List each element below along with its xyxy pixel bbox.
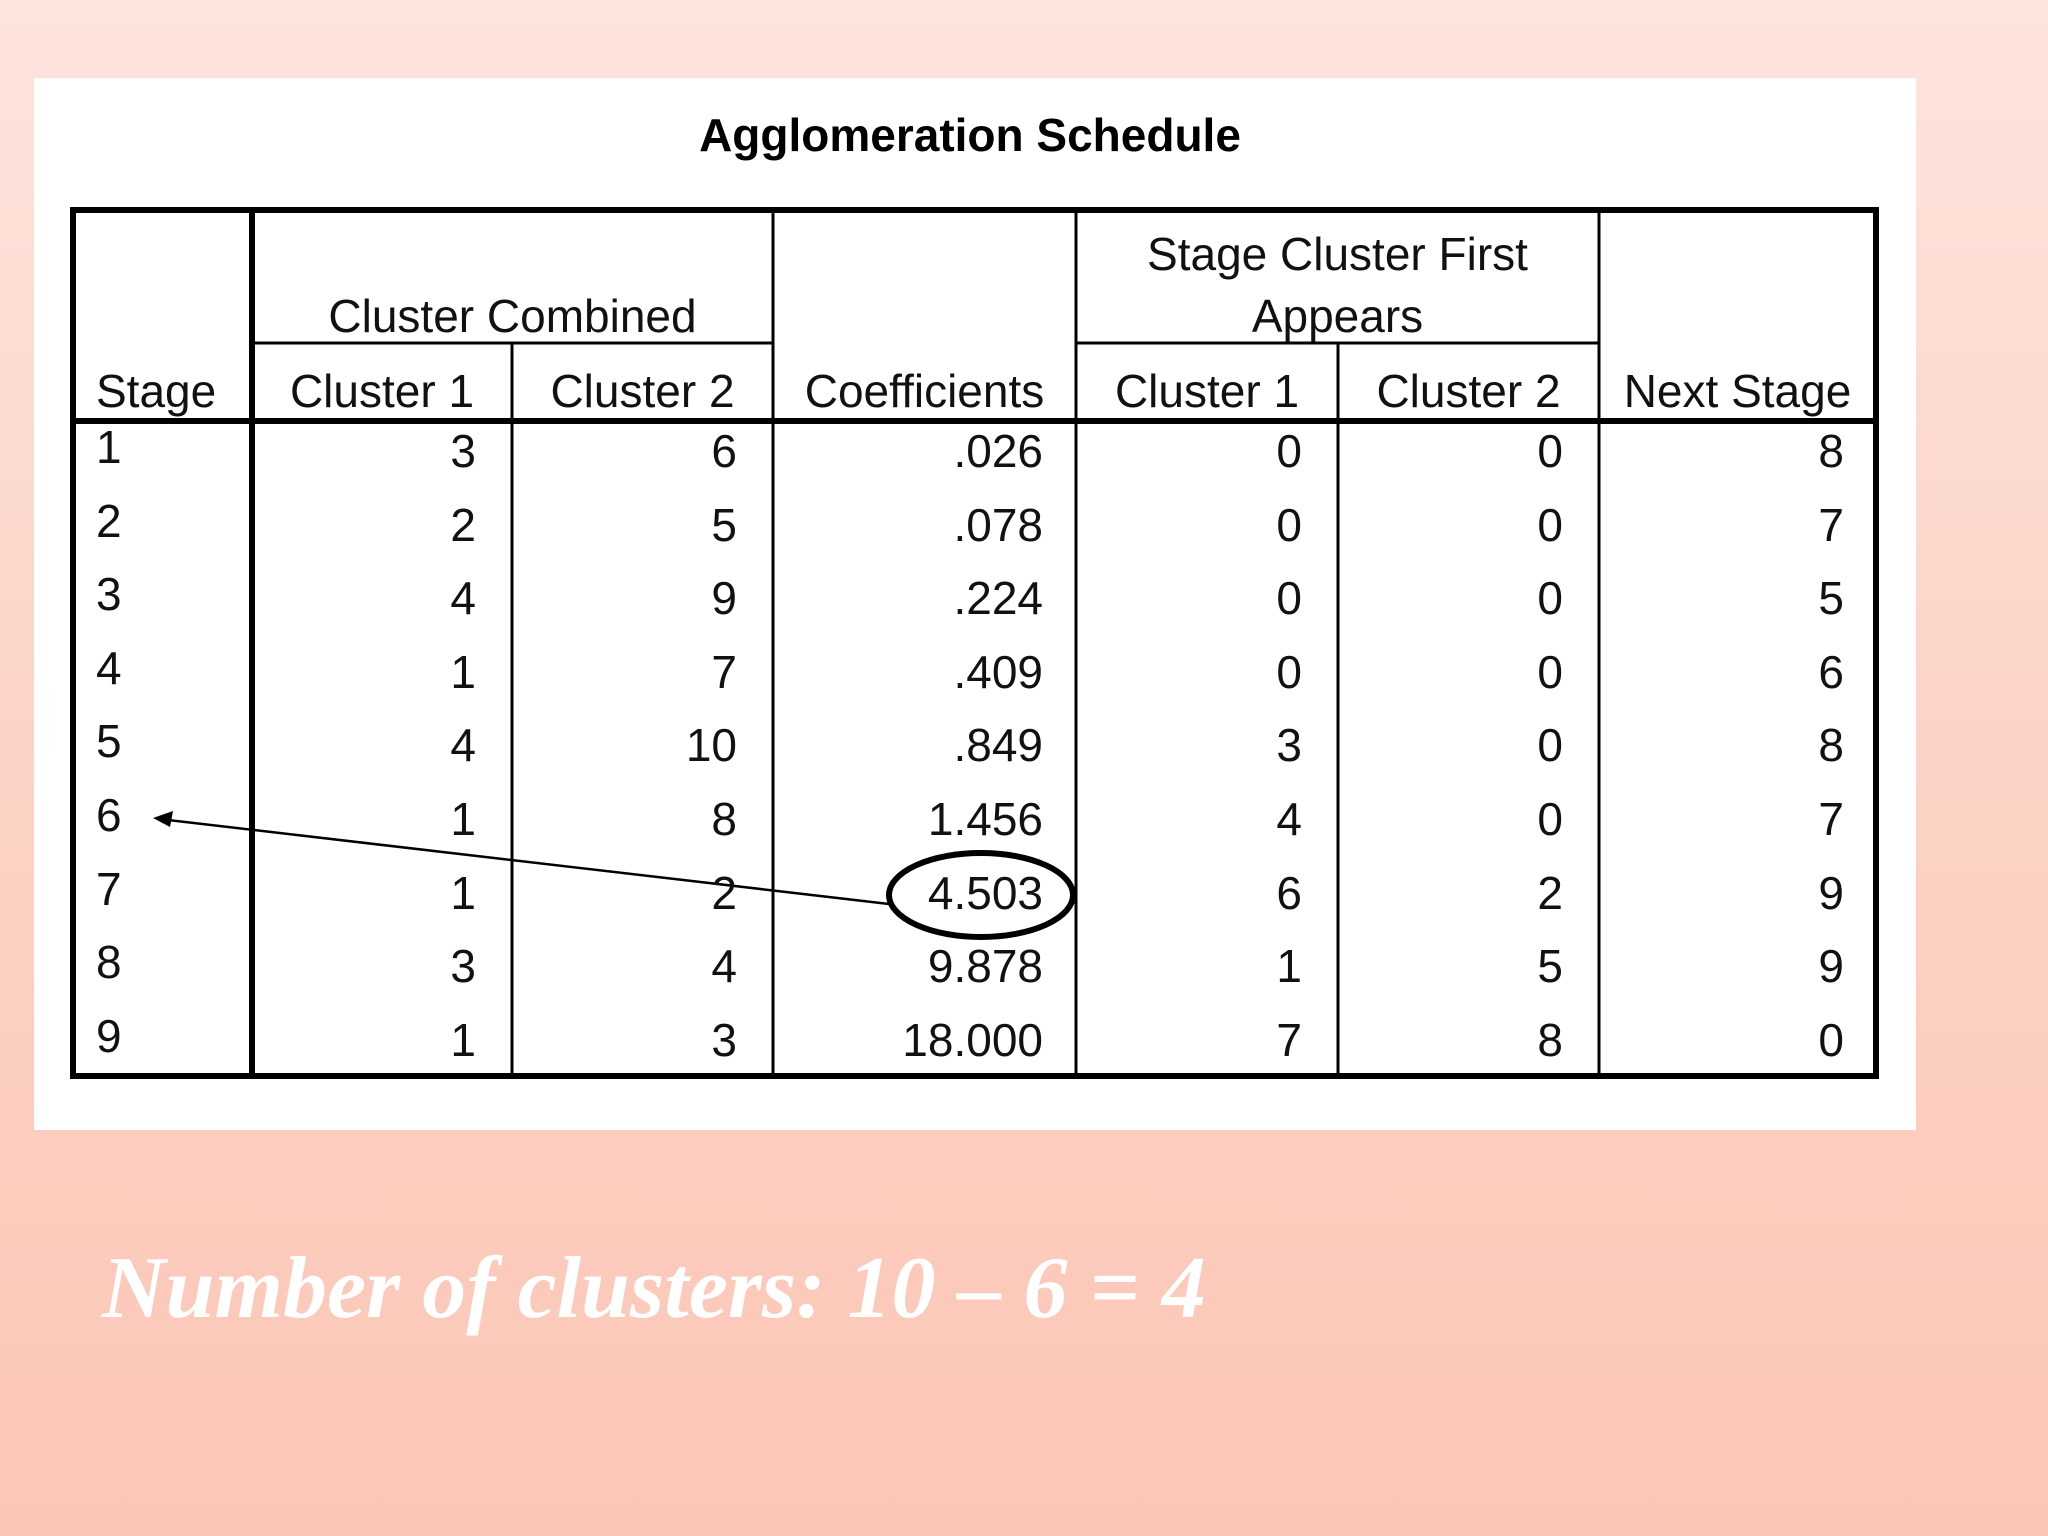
cell-s2-row-3: 0 (1537, 572, 1563, 625)
cell-coef-row-8: 9.878 (927, 940, 1043, 993)
cell-next-row-9: 0 (1818, 1013, 1844, 1066)
cell-next-row-8: 9 (1818, 940, 1844, 993)
cell-stage-row-4: 4 (96, 641, 122, 694)
cell-s1-row-6: 4 (1276, 793, 1302, 845)
cell-c2-row-3: 9 (711, 572, 737, 625)
cell-coef-row-4: .409 (953, 645, 1043, 698)
cell-s1-row-7: 6 (1276, 866, 1302, 919)
cell-s1-row-8: 1 (1276, 940, 1302, 993)
header-stage-cluster-first-line2: Appears (1251, 290, 1424, 342)
header-next-stage: Next Stage (1623, 365, 1852, 417)
header-stage: Stage (96, 365, 217, 417)
table-title: Agglomeration Schedule (699, 109, 1241, 161)
cell-next-row-2: 7 (1818, 498, 1844, 551)
cell-stage-row-3: 3 (96, 568, 122, 621)
cell-s1-row-3: 0 (1276, 572, 1302, 625)
table-panel (34, 78, 1916, 1130)
header-stage-cluster-first-line1: Stage Cluster First (1147, 228, 1528, 280)
cell-s2-row-7: 2 (1537, 866, 1563, 919)
header-coefficients: Coefficients (804, 365, 1045, 417)
cell-c1-row-9: 1 (450, 1013, 476, 1066)
cell-coef-row-3: .224 (953, 572, 1043, 625)
header-cc-cluster-1: Cluster 1 (289, 365, 475, 417)
cell-s1-row-5: 3 (1276, 719, 1302, 772)
header-cc-cluster-2: Cluster 2 (550, 365, 735, 417)
cell-c2-row-4: 7 (711, 645, 737, 698)
cell-s2-row-4: 0 (1537, 645, 1563, 698)
cell-coef-row-7: 4.503 (927, 866, 1043, 919)
header-sc-cluster-1: Cluster 1 (1114, 365, 1300, 417)
cell-c1-row-7: 1 (450, 866, 476, 919)
cell-c1-row-4: 1 (450, 645, 476, 698)
cell-c1-row-1: 3 (450, 425, 476, 477)
cell-s2-row-5: 0 (1537, 719, 1563, 772)
cell-next-row-1: 8 (1818, 425, 1844, 477)
cell-s2-row-2: 0 (1537, 498, 1563, 551)
cell-c1-row-2: 2 (450, 498, 476, 551)
cell-next-row-3: 5 (1818, 572, 1844, 625)
cell-stage-row-7: 7 (96, 862, 122, 915)
cell-next-row-5: 8 (1818, 719, 1844, 772)
cell-c1-row-5: 4 (450, 719, 476, 772)
cell-s1-row-2: 0 (1276, 498, 1302, 551)
cell-s2-row-8: 5 (1537, 940, 1563, 993)
cell-c2-row-7: 2 (711, 866, 737, 919)
annotation-arrow (167, 818, 890, 906)
cell-stage-row-8: 8 (96, 936, 122, 989)
cell-stage-row-5: 5 (96, 715, 122, 768)
cell-next-row-7: 9 (1818, 866, 1844, 919)
cell-s1-row-9: 7 (1276, 1013, 1302, 1066)
cell-s2-row-1: 0 (1537, 425, 1563, 477)
arrow-head (153, 811, 173, 827)
cell-c2-row-9: 3 (711, 1013, 737, 1066)
cell-stage-row-9: 9 (96, 1009, 122, 1062)
cell-stage-row-1: 1 (96, 421, 122, 473)
header-cluster-combined: Cluster Combined (328, 290, 697, 342)
header-sc-cluster-2: Cluster 2 (1376, 365, 1561, 417)
cell-c2-row-1: 6 (711, 425, 737, 477)
cell-c2-row-5: 10 (685, 719, 737, 772)
cell-coef-row-2: .078 (953, 498, 1043, 551)
cell-coef-row-1: .026 (953, 425, 1043, 477)
cell-coef-row-6: 1.456 (927, 793, 1043, 845)
cell-c2-row-8: 4 (711, 940, 737, 993)
cell-s2-row-6: 0 (1537, 793, 1563, 845)
cell-s1-row-4: 0 (1276, 645, 1302, 698)
cell-next-row-4: 6 (1818, 645, 1844, 698)
cell-s1-row-1: 0 (1276, 425, 1302, 477)
cell-coef-row-9: 18.000 (902, 1013, 1043, 1066)
cell-stage-row-2: 2 (96, 494, 122, 547)
cell-coef-row-5: .849 (953, 719, 1043, 772)
caption-text: Number of clusters: 10 – 6 = 4 (102, 1240, 1206, 1337)
cell-c1-row-8: 3 (450, 940, 476, 993)
cell-c1-row-6: 1 (450, 793, 476, 845)
cell-stage-row-6: 6 (96, 789, 122, 841)
cell-next-row-6: 7 (1818, 793, 1844, 845)
cell-c2-row-6: 8 (711, 793, 737, 845)
cell-c1-row-3: 4 (450, 572, 476, 625)
highlight-circle (886, 850, 1076, 940)
cell-c2-row-2: 5 (711, 498, 737, 551)
cell-s2-row-9: 8 (1537, 1013, 1563, 1066)
table-border (70, 207, 1879, 1079)
